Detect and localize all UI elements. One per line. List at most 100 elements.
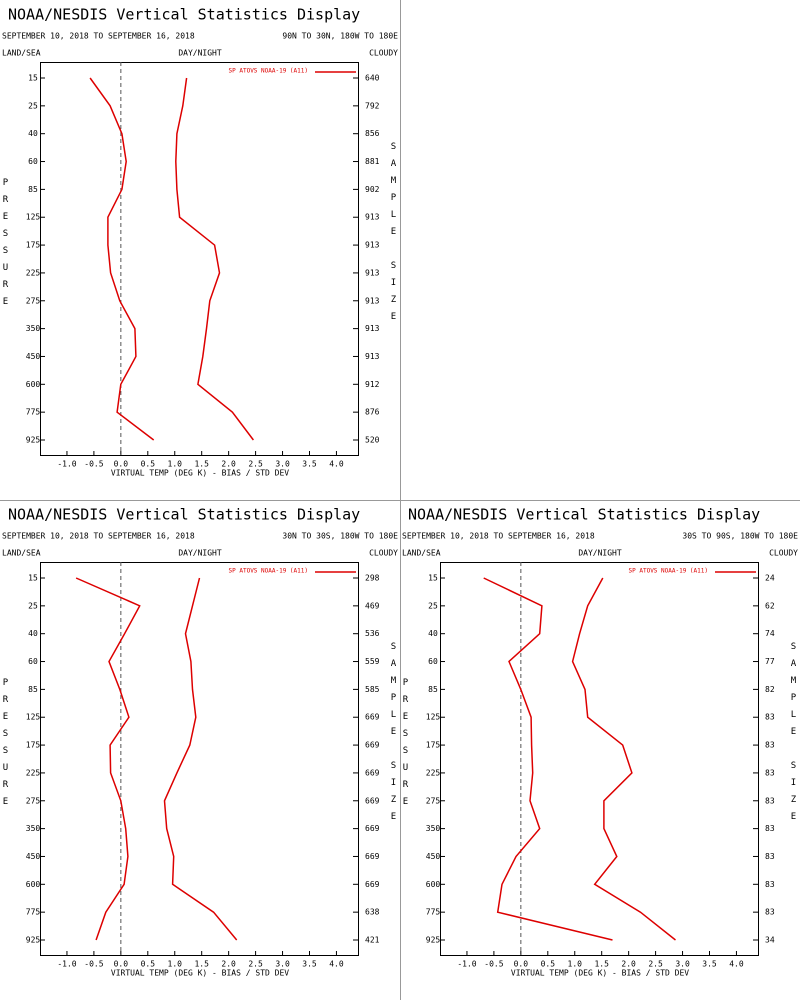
x-tick-label: 3.5 xyxy=(302,960,317,969)
y2-axis-label: SAMPLE SIZE xyxy=(389,642,399,829)
x-tick-label: 4.0 xyxy=(329,460,344,469)
sample-size: 34 xyxy=(765,936,775,945)
y-tick-label: 775 xyxy=(26,908,41,917)
sample-size: 640 xyxy=(365,74,380,83)
x-tick-label: -1.0 xyxy=(57,960,76,969)
sample-size: 669 xyxy=(365,796,380,805)
x-tick-label: 3.0 xyxy=(675,960,690,969)
region: 90N TO 30N, 180W TO 180E xyxy=(282,32,398,41)
sample-size: 520 xyxy=(365,436,380,445)
x-tick-label: 2.5 xyxy=(248,960,263,969)
panel: NOAA/NESDIS Vertical Statistics Display S… xyxy=(1,6,399,478)
y-tick-label: 60 xyxy=(428,657,438,666)
y-tick-label: 40 xyxy=(428,629,438,638)
day-night: DAY/NIGHT xyxy=(178,49,222,58)
y-tick-label: 225 xyxy=(26,268,41,277)
x-axis-label: VIRTUAL TEMP (DEG K) - BIAS / STD DEV xyxy=(511,969,689,978)
sample-size: 62 xyxy=(765,601,775,610)
y-axis-label: PRESSURE xyxy=(401,678,411,814)
y-tick-label: 85 xyxy=(428,685,438,694)
x-tick-label: 1.5 xyxy=(594,960,609,969)
x-tick-label: 0.0 xyxy=(514,960,529,969)
series-line xyxy=(163,577,238,941)
land-sea: LAND/SEA xyxy=(402,549,441,558)
x-axis-label: VIRTUAL TEMP (DEG K) - BIAS / STD DEV xyxy=(111,969,289,978)
sample-size: 83 xyxy=(765,852,775,861)
x-tick-label: 3.0 xyxy=(275,960,290,969)
y-tick-label: 40 xyxy=(28,129,38,138)
y-axis-label: PRESSURE xyxy=(1,178,11,314)
land-sea: LAND/SEA xyxy=(2,49,41,58)
x-tick-label: 2.5 xyxy=(248,460,263,469)
y-tick-label: 450 xyxy=(26,352,41,361)
sample-size: 669 xyxy=(365,713,380,722)
x-tick-label: 2.5 xyxy=(648,960,663,969)
y-tick-label: 225 xyxy=(26,768,41,777)
cloudy: CLOUDY xyxy=(369,49,398,58)
sample-size: 298 xyxy=(365,574,380,583)
sample-size: 913 xyxy=(365,324,380,333)
sample-size: 913 xyxy=(365,268,380,277)
sample-size: 83 xyxy=(765,824,775,833)
x-tick-label: 1.0 xyxy=(568,960,583,969)
date-range: SEPTEMBER 10, 2018 TO SEPTEMBER 16, 2018 xyxy=(402,532,595,541)
x-tick-label: 0.5 xyxy=(541,960,556,969)
day-night: DAY/NIGHT xyxy=(178,549,222,558)
date-range: SEPTEMBER 10, 2018 TO SEPTEMBER 16, 2018 xyxy=(2,532,195,541)
sample-size: 856 xyxy=(365,129,380,138)
sample-size: 77 xyxy=(765,657,775,666)
y-tick-label: 60 xyxy=(28,157,38,166)
x-tick-label: -0.5 xyxy=(84,460,103,469)
land-sea: LAND/SEA xyxy=(2,549,41,558)
y-tick-label: 15 xyxy=(28,74,38,83)
x-tick-label: 2.0 xyxy=(221,460,236,469)
x-tick-label: 1.5 xyxy=(194,460,209,469)
x-tick-label: 0.0 xyxy=(114,960,129,969)
y-tick-label: 125 xyxy=(26,213,41,222)
sample-size: 913 xyxy=(365,241,380,250)
sample-size: 913 xyxy=(365,352,380,361)
y-tick-label: 350 xyxy=(26,824,41,833)
x-tick-label: 1.5 xyxy=(194,960,209,969)
x-tick-label: -1.0 xyxy=(57,460,76,469)
y-tick-label: 775 xyxy=(26,408,41,417)
sample-size: 876 xyxy=(365,408,380,417)
sample-size: 74 xyxy=(765,629,775,638)
sample-size: 559 xyxy=(365,657,380,666)
x-axis-label: VIRTUAL TEMP (DEG K) - BIAS / STD DEV xyxy=(111,469,289,478)
x-tick-label: 3.5 xyxy=(302,460,317,469)
x-tick-label: -0.5 xyxy=(484,960,503,969)
x-tick-label: 0.0 xyxy=(114,460,129,469)
y-axis-label: PRESSURE xyxy=(1,678,11,814)
sample-size: 669 xyxy=(365,741,380,750)
series-line xyxy=(89,77,155,441)
sample-size: 83 xyxy=(765,880,775,889)
sample-size: 881 xyxy=(365,157,380,166)
y-tick-label: 600 xyxy=(426,880,441,889)
x-tick-label: 0.5 xyxy=(141,460,156,469)
y-tick-label: 25 xyxy=(28,101,38,110)
y-tick-label: 85 xyxy=(28,185,38,194)
y-tick-label: 925 xyxy=(26,436,41,445)
sample-size: 912 xyxy=(365,380,380,389)
chart-title: NOAA/NESDIS Vertical Statistics Display xyxy=(8,506,360,524)
y-tick-label: 275 xyxy=(426,796,441,805)
y-tick-label: 175 xyxy=(426,741,441,750)
plot-frame xyxy=(440,562,759,956)
sample-size: 669 xyxy=(365,824,380,833)
y2-axis-label: SAMPLE SIZE xyxy=(789,642,799,829)
y-tick-label: 125 xyxy=(26,713,41,722)
region: 30S TO 90S, 180W TO 180E xyxy=(682,532,798,541)
y-tick-label: 775 xyxy=(426,908,441,917)
region: 30N TO 30S, 180W TO 180E xyxy=(282,532,398,541)
sample-size: 421 xyxy=(365,936,380,945)
sample-size: 913 xyxy=(365,213,380,222)
x-tick-label: 4.0 xyxy=(329,960,344,969)
sample-size: 913 xyxy=(365,296,380,305)
y-tick-label: 450 xyxy=(426,852,441,861)
y-tick-label: 925 xyxy=(26,936,41,945)
series-line xyxy=(75,577,141,941)
x-tick-label: 2.0 xyxy=(621,960,636,969)
x-tick-label: 3.5 xyxy=(702,960,717,969)
